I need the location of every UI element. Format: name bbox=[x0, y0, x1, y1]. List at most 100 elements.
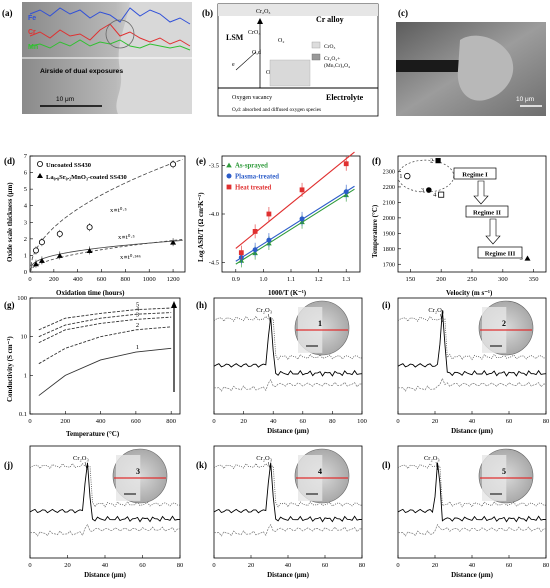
panel-f-point bbox=[435, 158, 441, 164]
panel-g-xtick-label: 600 bbox=[131, 418, 141, 425]
panel-d-legend-1: Uncoated SS430 bbox=[46, 162, 91, 169]
panel-e-ytick-label: -4.5 bbox=[209, 259, 219, 266]
profile-inset-label: 1 bbox=[318, 319, 322, 328]
panel-g-series-label: 4 bbox=[136, 306, 140, 313]
profile-xlabel: Distance (μm) bbox=[451, 427, 494, 435]
panel-e-legend-marker bbox=[226, 184, 232, 190]
panel-f-regime-box bbox=[465, 205, 509, 218]
profile-peak-label: Cr₂O₃ bbox=[256, 307, 272, 314]
panel-e-legend-marker bbox=[226, 173, 232, 179]
profile-xtick-label: 20 bbox=[432, 562, 439, 569]
panel-c-bright-grain bbox=[457, 35, 514, 101]
panel-f-ytick-label: 2200 bbox=[383, 184, 395, 191]
profile-xtick-label: 20 bbox=[240, 418, 247, 425]
profile-xtick-label: 40 bbox=[285, 562, 292, 569]
panel-d-annot-3: x∝t⁰·³⁴⁶ bbox=[120, 253, 141, 261]
panel-f-point-label: 1 bbox=[399, 173, 402, 180]
profile-xtick-label: 40 bbox=[469, 562, 476, 569]
panel-e: (e) 0.9 1.0 1.1 1.2 1.3 -4.5 -4.0 -3.5 1000/T (… bbox=[196, 151, 361, 297]
panel-g-xtick-label: 800 bbox=[166, 418, 176, 425]
profile-xtick-label: 40 bbox=[102, 562, 109, 569]
panel-e-xtick-label: 1.0 bbox=[259, 276, 267, 283]
profile-peak-pointer bbox=[435, 461, 439, 471]
panel-b-legend-box2 bbox=[311, 53, 321, 61]
profile-panel-letter: (i) bbox=[382, 300, 391, 310]
panel-a-mn-label: Mn bbox=[28, 44, 38, 51]
profile-panel-j: (j) 0 20 40 60 80 Distance (μm) Cr₂O₃ 3 bbox=[4, 445, 183, 579]
panel-f-arrow-1 bbox=[473, 180, 489, 205]
panel-g-series-1 bbox=[38, 347, 172, 396]
profile-trace-solid bbox=[213, 317, 363, 377]
panel-d-point-uncoated bbox=[56, 230, 63, 237]
panel-f-regime-label: Regime I bbox=[462, 172, 488, 179]
panel-f-point bbox=[426, 187, 432, 193]
panel-g-axes bbox=[29, 297, 181, 415]
panel-d-ytick-label: 2 bbox=[24, 236, 27, 243]
profile-axes bbox=[213, 297, 363, 415]
panel-g-letter: (g) bbox=[4, 300, 15, 310]
profile-trace-dashed bbox=[29, 523, 181, 537]
profile-xtick-label: 60 bbox=[322, 562, 329, 569]
panel-c: (c) 10 μm bbox=[396, 8, 546, 116]
panel-b-cro3: CrO₃ bbox=[248, 30, 260, 36]
profile-xtick-label: 60 bbox=[139, 562, 146, 569]
panel-g-series-3 bbox=[38, 316, 172, 344]
panel-d-ylabel: Oxide scale thickness (μm) bbox=[6, 182, 14, 262]
profile-xtick-label: 80 bbox=[543, 562, 550, 569]
profile-xlabel: Distance (μm) bbox=[84, 571, 127, 579]
panel-a-caption: Airside of dual exposures bbox=[40, 68, 123, 75]
panel-f: (f) 150 200 250 300 350 1700 1800 1900 2000 2100 2… bbox=[371, 155, 547, 297]
panel-b-legend-1: CrO₃ bbox=[324, 44, 335, 50]
profile-inset-label: 5 bbox=[502, 467, 506, 476]
panel-e-point bbox=[238, 250, 244, 256]
panel-f-arrow-2 bbox=[485, 218, 501, 245]
panel-a-region-circle bbox=[105, 19, 135, 49]
panel-f-point-label: 5 bbox=[520, 255, 523, 262]
panel-f-ytick-label: 2100 bbox=[383, 199, 395, 206]
panel-e-point bbox=[266, 211, 272, 217]
profile-xlabel: Distance (μm) bbox=[267, 427, 310, 435]
panel-d-point-uncoated bbox=[170, 161, 177, 168]
profile-trace-solid bbox=[213, 462, 363, 523]
panel-g-ytick-label: 0.1 bbox=[19, 411, 27, 418]
panel-d-axes bbox=[29, 155, 186, 273]
panel-e-point bbox=[343, 161, 349, 167]
panel-d-xtick-label: 800 bbox=[121, 276, 131, 283]
profile-inset-label: 4 bbox=[318, 467, 322, 476]
profile-inset-label: 2 bbox=[502, 319, 506, 328]
profile-xlabel: Distance (μm) bbox=[267, 571, 310, 579]
profile-xtick-label: 0 bbox=[28, 562, 31, 569]
panel-g-xtick-label: 400 bbox=[96, 418, 106, 425]
panel-g-series-label: 5 bbox=[136, 302, 139, 309]
panel-d-annot-1: x∝t⁰·⁵ bbox=[110, 206, 127, 214]
panel-e-xtick-label: 1.2 bbox=[315, 276, 323, 283]
profile-panel-i: (i) 0 20 40 60 80 Distance (μm) Cr₂O₃ 2 bbox=[382, 297, 549, 435]
panel-g-trend-arrow-head bbox=[171, 301, 177, 308]
panel-e-legend-label: Heat treated bbox=[235, 185, 272, 192]
profile-trace-solid bbox=[397, 462, 547, 523]
panel-d-point-coated bbox=[38, 257, 45, 263]
profile-xtick-label: 60 bbox=[506, 418, 513, 425]
panel-f-xtick-label: 200 bbox=[436, 276, 446, 283]
profile-xtick-label: 20 bbox=[64, 562, 71, 569]
panel-e-xtick-label: 1.1 bbox=[287, 276, 295, 283]
panel-g-series-label: 1 bbox=[136, 344, 139, 351]
profile-xtick-label: 0 bbox=[212, 418, 215, 425]
panel-e-legend-label: Plasma-treated bbox=[235, 174, 279, 181]
panel-d-xtick-label: 1000 bbox=[143, 276, 156, 283]
profile-xtick-label: 60 bbox=[300, 418, 307, 425]
panel-e-legend-marker bbox=[226, 162, 232, 168]
panel-d-xtick-label: 1200 bbox=[167, 276, 180, 283]
panel-c-dark-layer bbox=[396, 60, 462, 72]
profile-panel-letter: (j) bbox=[4, 460, 13, 470]
panel-f-point bbox=[404, 172, 411, 180]
profile-trace-dashed bbox=[397, 523, 547, 537]
profile-xtick-label: 20 bbox=[432, 418, 439, 425]
panel-d-annot-2: x∝t⁰·⁵ bbox=[118, 233, 135, 241]
panel-d-legend-2: La₀.₈Sr₀.₂MnO₃-coated SS430 bbox=[46, 174, 127, 181]
panel-g: (g) 0 200 400 600 800 0.1 1 10 100 1 2 345 Temperat… bbox=[4, 295, 181, 438]
panel-b-lsm: LSM bbox=[226, 33, 244, 42]
panel-g-xtick-label: 200 bbox=[60, 418, 70, 425]
panel-b-cr2o3-top: Cr₂O₃ bbox=[256, 9, 271, 15]
panel-a-scale-label: 10 μm bbox=[56, 96, 74, 103]
